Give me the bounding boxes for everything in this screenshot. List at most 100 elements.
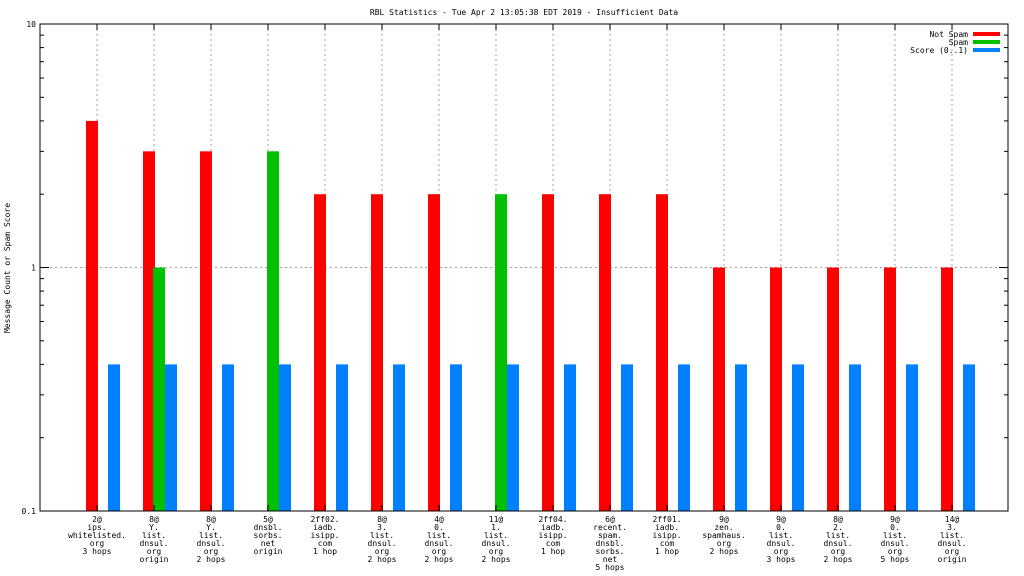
x-tick-label-line: sorbs. <box>596 547 625 556</box>
x-tick-label-line: list. <box>940 531 964 540</box>
x-tick-label-line: dnsul. <box>140 539 169 548</box>
y-tick-label: 10 <box>26 20 36 29</box>
x-tick-label-line: org <box>432 547 447 556</box>
x-tick-label-line: Y. <box>206 523 216 532</box>
x-tick-label-line: 2. <box>833 523 843 532</box>
x-tick-label-line: isipp. <box>311 531 340 540</box>
x-tick-label-line: 1 hop <box>655 547 679 556</box>
bar-score-0-1 <box>279 364 291 511</box>
bar-score-0-1 <box>507 364 519 511</box>
x-tick-label-line: list. <box>142 531 166 540</box>
x-tick-label-line: 9@ <box>890 515 900 524</box>
chart-title: RBL Statistics - Tue Apr 2 13:05:38 EDT … <box>370 8 678 17</box>
x-tick-label-line: iadb. <box>541 523 565 532</box>
x-tick-label: 8@ Y. list. dnsul. org origin <box>140 515 169 564</box>
x-tick-label-line: 2ff04. <box>539 515 568 524</box>
bar-not-spam <box>599 194 611 511</box>
bar-not-spam <box>941 267 953 511</box>
x-tick-label-line: whitelisted. <box>68 531 126 540</box>
x-tick-label-line: com <box>660 539 675 548</box>
x-tick-label-line: isipp. <box>539 531 568 540</box>
x-tick-label-line: dnsul. <box>767 539 796 548</box>
bar-not-spam <box>770 267 782 511</box>
x-tick-label-line: 8@ <box>149 515 159 524</box>
bar-not-spam <box>713 267 725 511</box>
bar-score-0-1 <box>165 364 177 511</box>
x-tick-label-line: 2 hops <box>425 555 454 564</box>
x-tick-label-line: ips. <box>87 523 106 532</box>
legend-label: Score (0..1) <box>910 46 968 55</box>
bar-score-0-1 <box>963 364 975 511</box>
legend-swatch <box>973 48 1000 52</box>
bars <box>86 120 975 512</box>
x-tick-label-line: dnsbl. <box>254 523 283 532</box>
bar-score-0-1 <box>108 364 120 511</box>
x-tick-label-line: list. <box>484 531 508 540</box>
axis-ticks: 0.1 1 10 <box>22 20 1008 516</box>
x-tick-label-line: list. <box>199 531 223 540</box>
x-tick-label-line: dnsul. <box>824 539 853 548</box>
x-tick-label-line: 6@ <box>605 515 615 524</box>
x-tick-label-line: 0. <box>434 523 444 532</box>
legend-label: Spam <box>949 38 968 47</box>
bar-spam <box>495 194 507 511</box>
bar-score-0-1 <box>621 364 633 511</box>
x-tick-label-line: org <box>888 547 903 556</box>
x-tick-label-line: 2 hops <box>368 555 397 564</box>
x-tick-label-line: dnsul. <box>368 539 397 548</box>
y-tick-label: 1 <box>31 264 36 273</box>
x-tick-label-line: 2 hops <box>482 555 511 564</box>
x-tick-label: 6@ recent. spam. dnsbl. sorbs. net 5 hops <box>593 515 627 572</box>
x-tick-label: 8@ 3. list. dnsul. org 2 hops <box>368 515 397 564</box>
x-tick-label-line: 9@ <box>719 515 729 524</box>
x-tick-label-line: 1 hop <box>541 547 565 556</box>
x-tick-label-line: 0. <box>776 523 786 532</box>
y-axis-label: Message Count or Spam Score <box>3 203 12 333</box>
x-tick-label-line: 5 hops <box>596 563 625 572</box>
x-tick-label-line: 9@ <box>776 515 786 524</box>
x-tick-label: 5@ dnsbl. sorbs. net origin <box>254 515 283 556</box>
bar-not-spam <box>371 194 383 511</box>
x-tick-label-line: 8@ <box>206 515 216 524</box>
x-tick-label-line: 2ff01. <box>653 515 682 524</box>
legend-swatch <box>973 32 1000 36</box>
x-tick-label-line: 8@ <box>833 515 843 524</box>
x-tick-label-line: dnsbl. <box>596 539 625 548</box>
x-tick-label-line: list. <box>427 531 451 540</box>
x-tick-label-line: origin <box>140 555 169 564</box>
x-tick-label-line: 2 hops <box>824 555 853 564</box>
bar-score-0-1 <box>564 364 576 511</box>
bar-score-0-1 <box>393 364 405 511</box>
x-tick-label-line: 11@ <box>489 515 504 524</box>
x-tick-label-line: list. <box>826 531 850 540</box>
x-tick-label: 11@ 1. list. dnsul. org 2 hops <box>482 515 511 564</box>
x-tick-label-line: org <box>90 539 105 548</box>
x-tick-label-line: list. <box>883 531 907 540</box>
x-tick-label-line: 1 hop <box>313 547 337 556</box>
x-tick-label-line: com <box>546 539 561 548</box>
bar-not-spam <box>143 151 155 511</box>
x-tick-label-line: org <box>774 547 789 556</box>
bar-not-spam <box>200 151 212 511</box>
x-tick-label-line: zen. <box>714 523 733 532</box>
x-tick-label: 2ff02. iadb. isipp. com 1 hop <box>311 515 340 556</box>
x-tick-label: 2ff01. iadb. isipp. com 1 hop <box>653 515 682 556</box>
x-tick-label-line: 3 hops <box>767 555 796 564</box>
x-tick-label-line: iadb. <box>655 523 679 532</box>
x-tick-label-line: 5@ <box>263 515 273 524</box>
x-tick-label-line: recent. <box>593 523 627 532</box>
x-tick-label-line: 8@ <box>377 515 387 524</box>
x-tick-label-line: spamhaus. <box>702 531 745 540</box>
x-tick-label-line: 2ff02. <box>311 515 340 524</box>
x-tick-label-line: com <box>318 539 333 548</box>
x-tick-label-line: list. <box>370 531 394 540</box>
x-tick-label-line: isipp. <box>653 531 682 540</box>
legend-label: Not Spam <box>929 30 968 39</box>
x-tick-label-line: origin <box>938 555 967 564</box>
bar-spam <box>267 151 279 511</box>
y-tick-label: 0.1 <box>22 507 37 516</box>
bar-score-0-1 <box>735 364 747 511</box>
x-tick-label-line: net <box>261 539 276 548</box>
x-tick-label-line: 4@ <box>434 515 444 524</box>
